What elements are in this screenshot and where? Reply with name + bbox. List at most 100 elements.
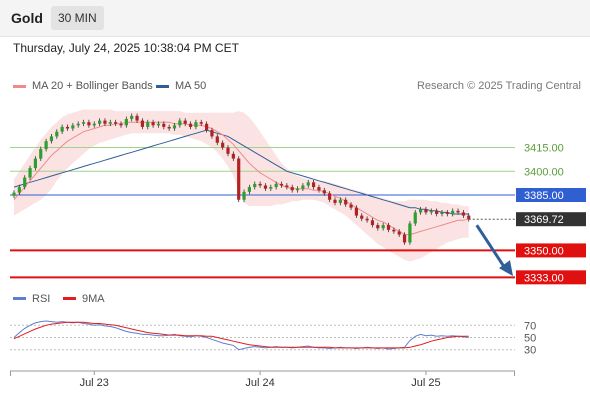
candle-body xyxy=(269,187,273,189)
candle-body xyxy=(285,185,289,188)
candle-body xyxy=(365,218,369,221)
candle-body xyxy=(461,212,465,216)
candle-body xyxy=(402,234,407,243)
chart-datetime: Thursday, July 24, 2025 10:38:04 PM CET xyxy=(13,41,239,55)
forecast-arrow-shaft xyxy=(475,224,507,269)
rsi-tick-2: 30 xyxy=(524,345,536,357)
candle-body xyxy=(242,191,246,200)
candle-body xyxy=(231,153,235,159)
candle-body xyxy=(17,187,21,193)
candle-body xyxy=(28,168,32,178)
candle-body xyxy=(349,204,353,208)
candle-body xyxy=(146,122,150,127)
forecast-arrow-head xyxy=(499,260,513,277)
candle-body xyxy=(279,183,284,186)
level-label-2: 3385.00 xyxy=(524,190,564,202)
rsi-ma-line xyxy=(13,321,469,349)
legend-ma20: MA 20 + Bollinger Bands xyxy=(13,80,153,92)
level-label-0: 3415.00 xyxy=(524,143,564,155)
level-label-3: 3350.00 xyxy=(524,245,564,257)
rsi-tick-1: 50 xyxy=(524,333,536,345)
last-price-tag xyxy=(516,212,586,227)
candle-body xyxy=(354,207,358,216)
level-tag-2 xyxy=(516,188,586,202)
rsi-legend-swatch-1 xyxy=(63,297,76,300)
legend-ma20-label: MA 20 + Bollinger Bands xyxy=(32,80,153,92)
candle-body xyxy=(456,210,460,213)
candle-body xyxy=(467,215,471,220)
level-tag-3 xyxy=(516,243,586,258)
x-tick-label-1: Jul 24 xyxy=(245,377,274,389)
candle-body xyxy=(290,187,294,191)
rsi-legend-label-1: 9MA xyxy=(82,293,105,305)
candle-body xyxy=(413,212,417,224)
rsi-tick-0: 70 xyxy=(524,320,536,332)
level-label-4: 3333.00 xyxy=(524,272,564,284)
candle-body xyxy=(194,122,198,127)
candle-body xyxy=(247,187,251,192)
candle-body xyxy=(81,122,86,124)
candle-body xyxy=(435,210,439,214)
candle-body xyxy=(114,122,118,124)
candle-body xyxy=(253,183,257,188)
candle-body xyxy=(338,199,342,203)
candle-body xyxy=(156,123,161,126)
candle-body xyxy=(397,231,401,235)
candle-body xyxy=(301,185,305,189)
candles xyxy=(12,113,471,245)
candle-body xyxy=(306,182,310,186)
candle-body xyxy=(408,223,412,243)
ma50-line xyxy=(13,129,469,215)
candle-body xyxy=(215,136,219,143)
candle-body xyxy=(135,115,139,121)
candle-body xyxy=(183,120,187,124)
x-tick-label-2: Jul 25 xyxy=(411,377,440,389)
candle-body xyxy=(419,209,423,213)
candle-body xyxy=(381,225,385,229)
last-price-label: 3369.72 xyxy=(524,214,564,226)
candle-body xyxy=(360,215,364,219)
legend-ma20-swatch xyxy=(13,84,26,88)
candle-body xyxy=(44,141,48,150)
research-credit: Research © 2025 Trading Central xyxy=(416,80,581,92)
header-bar: Gold 30 MIN xyxy=(0,0,590,37)
candle-body xyxy=(226,147,230,154)
candle-body xyxy=(172,125,177,129)
candle-body xyxy=(49,136,54,142)
candle-body xyxy=(23,177,27,188)
candle-body xyxy=(76,123,80,126)
candle-body xyxy=(71,125,75,129)
candle-body xyxy=(124,119,128,126)
rsi-legend-label-0: RSI xyxy=(32,293,50,305)
candle-body xyxy=(178,120,182,126)
candle-body xyxy=(445,212,449,214)
candle-body xyxy=(312,182,316,188)
rsi-line xyxy=(13,320,469,351)
level-tag-4 xyxy=(516,270,586,285)
timeframe-button[interactable]: 30 MIN xyxy=(51,6,104,30)
candle-body xyxy=(55,131,59,137)
candle-body xyxy=(424,209,428,213)
bollinger-band xyxy=(14,109,469,262)
candle-body xyxy=(210,130,214,137)
symbol-title: Gold xyxy=(11,10,43,26)
candle-body xyxy=(274,183,278,188)
candle-body xyxy=(12,192,16,196)
candle-body xyxy=(65,126,70,129)
candle-body xyxy=(451,210,455,214)
candle-body xyxy=(39,149,43,159)
candle-body xyxy=(162,123,166,127)
candle-body xyxy=(344,199,348,205)
candle-body xyxy=(199,122,203,124)
candle-body xyxy=(295,188,300,191)
candle-body xyxy=(258,183,262,186)
candle-body xyxy=(370,220,375,226)
candle-body xyxy=(429,210,433,213)
candle-body xyxy=(237,158,241,200)
candle-body xyxy=(60,126,64,132)
candle-body xyxy=(221,142,225,148)
candle-body xyxy=(392,229,396,232)
candle-body xyxy=(333,199,337,203)
candle-body xyxy=(92,123,96,126)
